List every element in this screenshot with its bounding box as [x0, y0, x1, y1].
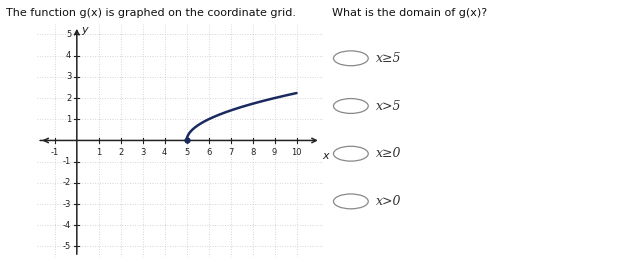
Text: -3: -3: [63, 200, 71, 209]
Text: 2: 2: [118, 148, 124, 157]
Text: x≥0: x≥0: [376, 147, 401, 160]
Text: 3: 3: [140, 148, 145, 157]
Text: 4: 4: [162, 148, 167, 157]
Text: 2: 2: [66, 94, 71, 103]
Text: -1: -1: [51, 148, 59, 157]
Text: 4: 4: [66, 51, 71, 60]
Text: 5: 5: [66, 30, 71, 39]
Text: 6: 6: [206, 148, 211, 157]
Text: x≥5: x≥5: [376, 52, 401, 65]
Text: -4: -4: [63, 221, 71, 230]
Text: What is the domain of g(x)?: What is the domain of g(x)?: [332, 8, 487, 18]
Text: x>0: x>0: [376, 195, 401, 208]
Text: y: y: [81, 25, 88, 35]
Text: The function g(x) is graphed on the coordinate grid.: The function g(x) is graphed on the coor…: [6, 8, 296, 18]
Text: 10: 10: [291, 148, 302, 157]
Text: 1: 1: [66, 115, 71, 124]
Text: -1: -1: [63, 157, 71, 166]
Text: 7: 7: [228, 148, 233, 157]
Text: 5: 5: [184, 148, 189, 157]
Text: 3: 3: [66, 72, 71, 81]
Text: 9: 9: [272, 148, 277, 157]
Text: x: x: [322, 151, 329, 161]
Text: -2: -2: [63, 178, 71, 187]
Text: x>5: x>5: [376, 99, 401, 113]
Text: 1: 1: [96, 148, 101, 157]
Text: 8: 8: [250, 148, 255, 157]
Text: -5: -5: [63, 242, 71, 251]
